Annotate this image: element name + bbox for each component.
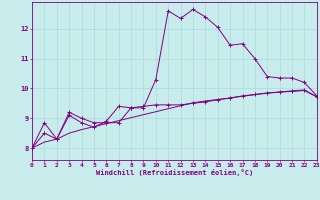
X-axis label: Windchill (Refroidissement éolien,°C): Windchill (Refroidissement éolien,°C) xyxy=(96,169,253,176)
